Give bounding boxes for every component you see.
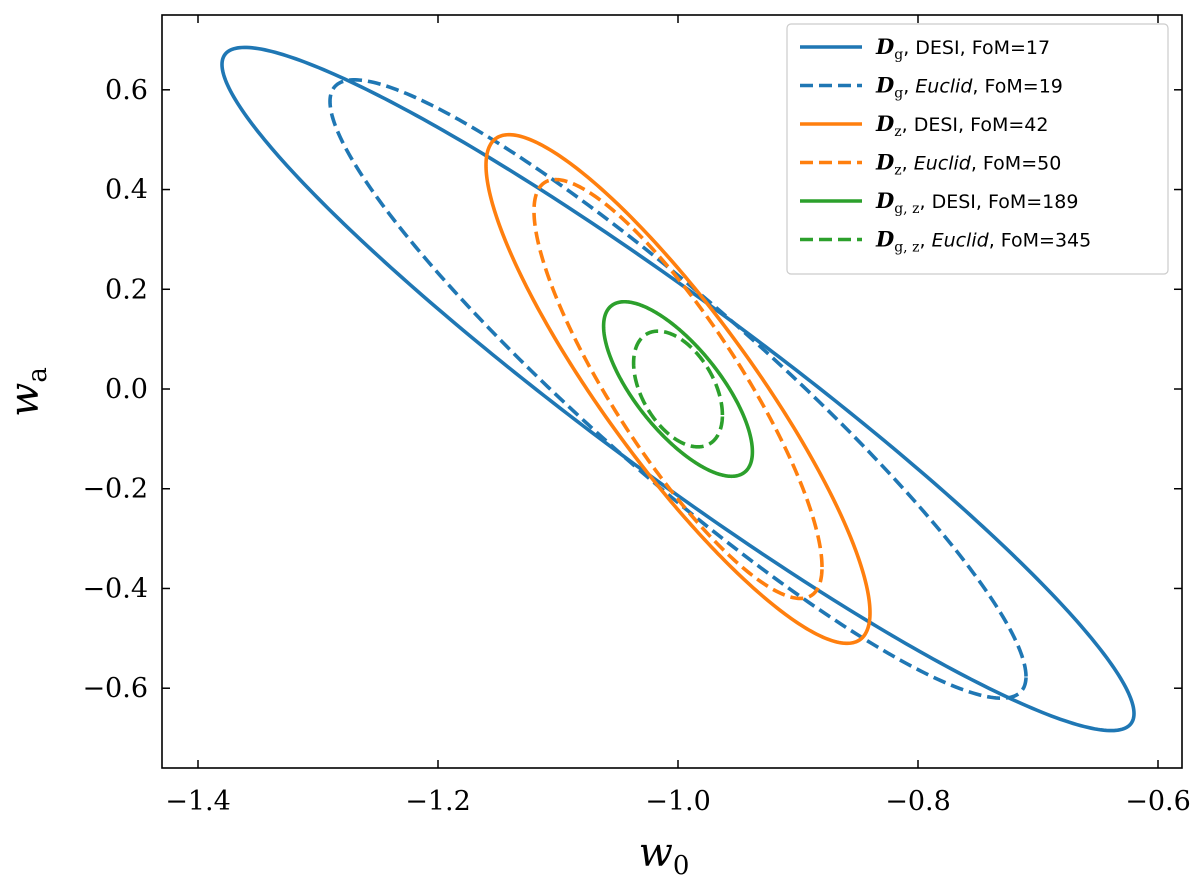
legend-symbol: D — [875, 227, 895, 252]
legend-fom: FoM=50 — [983, 153, 1061, 175]
legend-symbol: D — [875, 188, 895, 213]
legend-symbol: D — [875, 34, 895, 59]
x-tick-label: −0.6 — [1125, 786, 1191, 817]
legend-symbol: D — [875, 111, 895, 136]
legend-fom: FoM=17 — [972, 37, 1050, 59]
y-tick-label: 0.2 — [105, 274, 148, 305]
legend-fom: FoM=42 — [970, 114, 1048, 136]
contour-dz-euclid — [532, 177, 824, 601]
legend-label-dz-euclid: Dz, Euclid, FoM=50 — [875, 150, 1061, 179]
legend-fom: FoM=345 — [1001, 230, 1091, 252]
contour-dgz-euclid — [631, 329, 725, 449]
legend-separator: , — [903, 76, 915, 98]
contour-dz-desi — [484, 132, 872, 646]
y-tick-label: 0.6 — [105, 75, 148, 106]
legend-survey: DESI — [932, 191, 976, 213]
legend-subscript: g, z — [894, 240, 919, 256]
contour-dg-euclid — [328, 78, 1028, 700]
legend-separator: , — [971, 153, 983, 175]
legend-label-dg-desi: Dg, DESI, FoM=17 — [875, 34, 1050, 63]
legend-symbol: D — [875, 150, 895, 175]
y-axis-label-symbol: w — [2, 383, 48, 417]
y-tick-label: −0.2 — [82, 474, 148, 505]
plot-frame — [161, 14, 1183, 769]
legend-separator: , — [976, 191, 988, 213]
legend-separator: , — [958, 114, 970, 136]
legend-subscript: g, z — [894, 201, 919, 217]
x-axis-label-symbol: w — [639, 830, 673, 876]
legend-fom: FoM=19 — [985, 76, 1063, 98]
legend-separator: , — [903, 37, 915, 59]
legend-subscript: z — [894, 163, 901, 179]
x-tick-label: −1.4 — [165, 786, 231, 817]
y-axis-label: wa — [2, 367, 53, 417]
contour-group — [220, 45, 1136, 733]
x-tick-label: −1.2 — [405, 786, 471, 817]
x-tick-label: −1.0 — [645, 786, 711, 817]
legend-survey: DESI — [914, 114, 958, 136]
legend-separator: , — [960, 37, 972, 59]
legend-box — [786, 23, 1169, 275]
legend-fom: FoM=189 — [988, 191, 1078, 213]
x-axis-label-sub: 0 — [673, 851, 690, 881]
y-tick-label: −0.4 — [82, 573, 148, 604]
tick-group: −1.4 −1.2 −1.0 −0.8 −0.6 −0.6 −0.4 −0.2 0.0 0.2 0.… — [82, 15, 1191, 817]
legend-separator: , — [989, 230, 1001, 252]
legend-subscript: z — [894, 124, 901, 140]
legend-separator: , — [902, 114, 914, 136]
legend-separator: , — [902, 153, 914, 175]
legend-subscript: g — [894, 47, 903, 63]
legend-survey: DESI — [915, 37, 959, 59]
legend-label-dg-euclid: Dg, Euclid, FoM=19 — [875, 73, 1063, 102]
y-tick-label: 0.0 — [105, 374, 148, 405]
x-tick-label: −0.8 — [885, 786, 951, 817]
legend-survey: Euclid — [914, 153, 972, 175]
legend-survey: Euclid — [932, 230, 990, 252]
contour-dgz-desi — [601, 299, 755, 479]
legend-separator: , — [919, 191, 931, 213]
y-tick-label: −0.6 — [82, 673, 148, 704]
legend-separator: , — [919, 230, 931, 252]
legend-survey: Euclid — [915, 76, 973, 98]
contour-dg-desi — [220, 45, 1136, 733]
legend-label-dz-desi: Dz, DESI, FoM=42 — [875, 111, 1048, 140]
legend-label-dgz-euclid: Dg, z, Euclid, FoM=345 — [875, 227, 1091, 256]
legend-symbol: D — [875, 73, 895, 98]
y-tick-label: 0.4 — [105, 175, 148, 206]
legend-label-dgz-desi: Dg, z, DESI, FoM=189 — [875, 188, 1078, 217]
y-axis-label-sub: a — [23, 367, 53, 383]
x-axis-label: w0 — [639, 830, 690, 881]
legend-subscript: g — [894, 86, 903, 102]
legend-separator: , — [972, 76, 984, 98]
